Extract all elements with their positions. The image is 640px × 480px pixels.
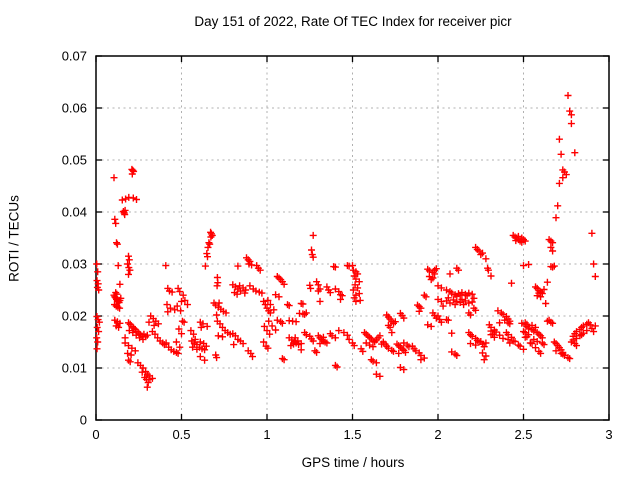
x-tick-label: 1.5 (343, 427, 361, 442)
chart-title: Day 151 of 2022, Rate Of TEC Index for r… (194, 14, 512, 29)
scatter-points (93, 92, 599, 391)
y-tick-label: 0.05 (62, 153, 87, 168)
y-tick-label: 0.07 (62, 49, 87, 64)
y-tick-label: 0.02 (62, 309, 87, 324)
y-tick-label: 0.03 (62, 257, 87, 272)
x-tick-label: 2.5 (514, 427, 532, 442)
y-tick-label: 0.06 (62, 101, 87, 116)
y-axis-label: ROTI / TECUs (6, 195, 22, 282)
y-tick-label: 0 (80, 413, 87, 428)
x-tick-label: 0 (92, 427, 99, 442)
x-axis-label: GPS time / hours (301, 455, 405, 470)
x-tick-label: 1 (263, 427, 270, 442)
x-tick-label: 3 (605, 427, 612, 442)
y-tick-label: 0.04 (62, 205, 87, 220)
x-tick-label: 2 (434, 427, 441, 442)
plot-border (95, 55, 610, 421)
x-tick-label: 0.5 (172, 427, 190, 442)
y-tick-label: 0.01 (62, 361, 87, 376)
